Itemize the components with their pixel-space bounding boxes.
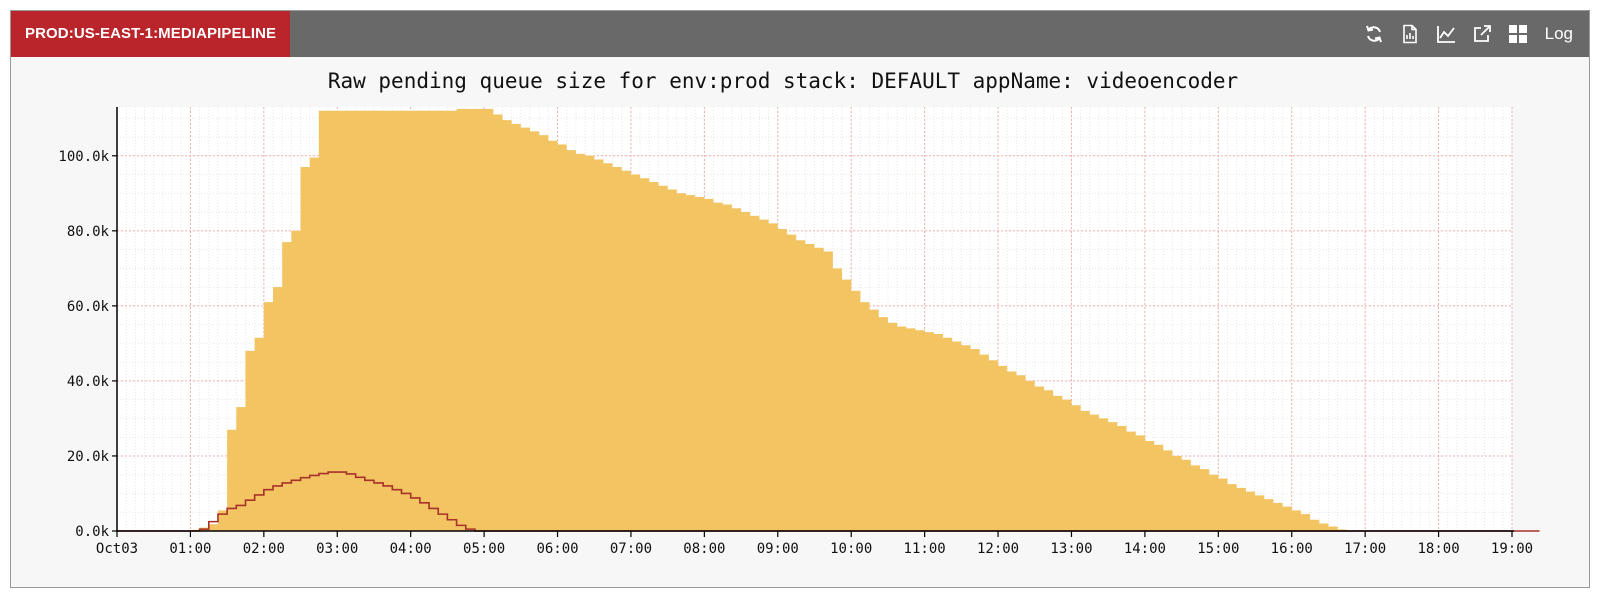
report-icon[interactable]: [1399, 23, 1421, 45]
panel-toolbar: Log: [1363, 11, 1573, 57]
x-tick-label: 12:00: [977, 541, 1019, 557]
chart-title: Raw pending queue size for env:prod stac…: [328, 69, 1238, 93]
x-tick-label: 13:00: [1050, 541, 1092, 557]
y-tick-label: 20.0k: [67, 449, 110, 465]
refresh-icon[interactable]: [1363, 23, 1385, 45]
external-link-icon[interactable]: [1471, 23, 1493, 45]
x-tick-label: 15:00: [1197, 541, 1239, 557]
x-tick-label: 06:00: [536, 541, 578, 557]
x-tick-label: 08:00: [683, 541, 725, 557]
x-tick-label: 07:00: [610, 541, 652, 557]
y-tick-label: 40.0k: [67, 374, 110, 390]
x-tick-label: 10:00: [830, 541, 872, 557]
y-tick-label: 80.0k: [67, 224, 110, 240]
chart-area: Raw pending queue size for env:prod stac…: [11, 57, 1589, 587]
environment-badge[interactable]: PROD:US-EAST-1:MEDIAPIPELINE: [11, 11, 291, 57]
x-tick-label: 05:00: [463, 541, 505, 557]
x-tick-label: Oct03: [96, 541, 138, 557]
y-tick-label: 100.0k: [58, 149, 109, 165]
x-tick-label: 14:00: [1124, 541, 1166, 557]
x-tick-label: 02:00: [243, 541, 285, 557]
chart-axes: [116, 107, 1514, 532]
queue-size-chart: Raw pending queue size for env:prod stac…: [58, 69, 1540, 557]
x-tick-label: 09:00: [757, 541, 799, 557]
y-tick-label: 0.0k: [75, 524, 109, 540]
x-tick-label: 16:00: [1271, 541, 1313, 557]
x-tick-label: 17:00: [1344, 541, 1386, 557]
y-tick-label: 60.0k: [67, 299, 110, 315]
line-chart-icon[interactable]: [1435, 23, 1457, 45]
x-tick-label: 03:00: [316, 541, 358, 557]
metric-panel: PROD:US-EAST-1:MEDIAPIPELINE: [10, 10, 1590, 588]
x-axis-ticks: Oct03 01:00 02:00 03:00 04:00 05:00 06:00 07:00…: [96, 531, 1533, 557]
pending-queue-area: [117, 108, 1439, 532]
x-tick-label: 11:00: [904, 541, 946, 557]
y-axis-ticks: 0.0k 20.0k 40.0k 60.0k 80.0k 100.0k: [58, 149, 117, 540]
x-tick-label: 18:00: [1418, 541, 1460, 557]
x-tick-label: 04:00: [390, 541, 432, 557]
x-tick-label: 01:00: [169, 541, 211, 557]
grid-icon[interactable]: [1507, 23, 1529, 45]
log-link[interactable]: Log: [1544, 24, 1573, 43]
panel-header: PROD:US-EAST-1:MEDIAPIPELINE: [11, 11, 1589, 57]
x-tick-label: 19:00: [1491, 541, 1533, 557]
